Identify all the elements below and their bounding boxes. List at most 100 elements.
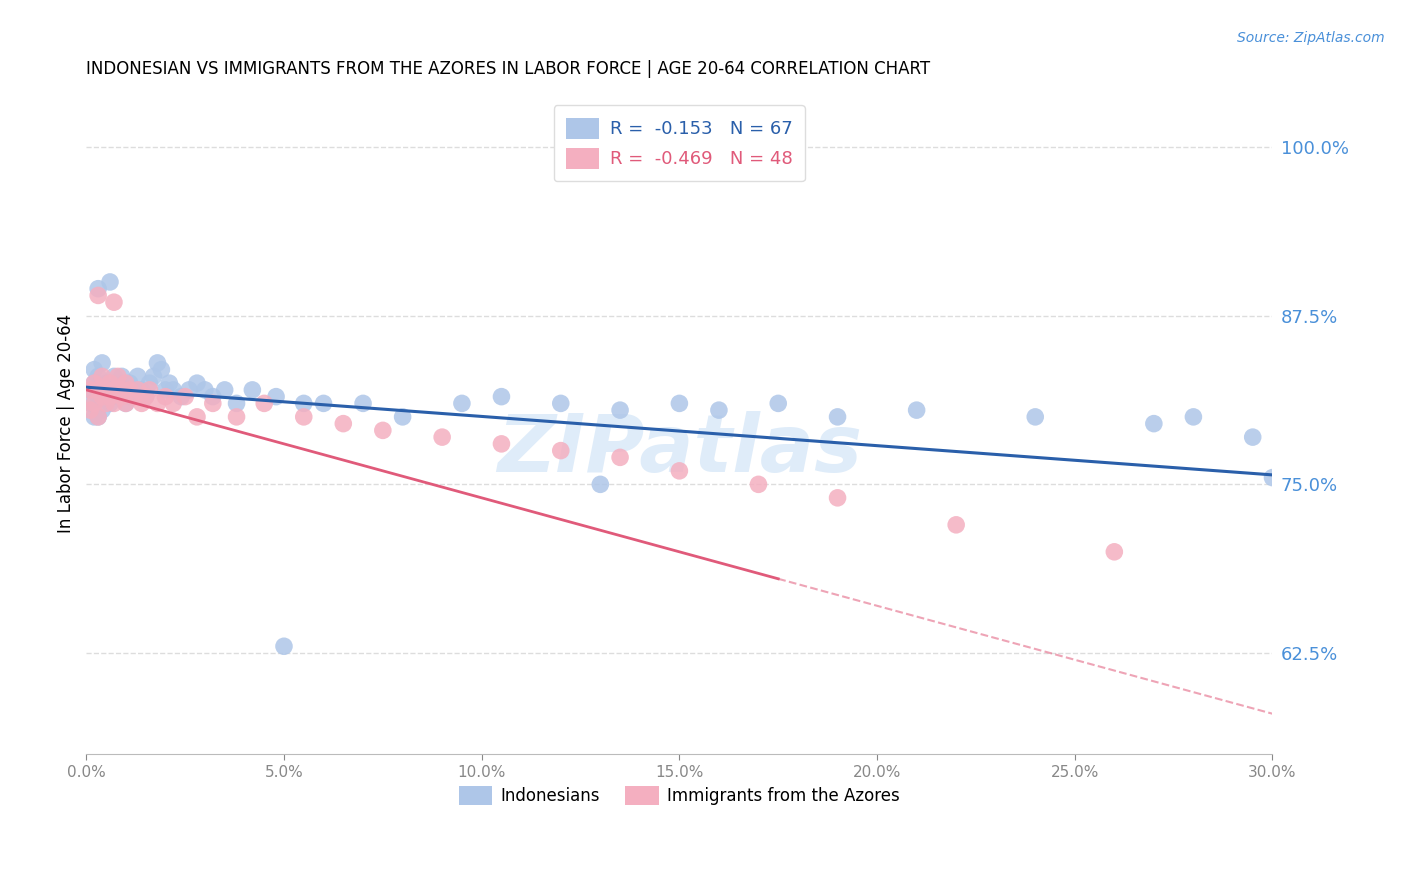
Point <box>174 390 197 404</box>
Point <box>609 450 631 465</box>
Point <box>201 390 224 404</box>
Point <box>142 369 165 384</box>
Point <box>114 376 136 391</box>
Point <box>430 430 453 444</box>
Point <box>83 396 105 410</box>
Point <box>103 295 125 310</box>
Point <box>225 396 247 410</box>
Point <box>87 288 110 302</box>
Point <box>253 396 276 410</box>
Point <box>107 369 129 384</box>
Point <box>201 396 224 410</box>
Point <box>157 376 180 391</box>
Point <box>118 390 141 404</box>
Point <box>103 383 125 397</box>
Point <box>1143 417 1166 431</box>
Point <box>111 390 134 404</box>
Point <box>1182 409 1205 424</box>
Point <box>87 390 110 404</box>
Point <box>371 423 394 437</box>
Point <box>768 396 790 410</box>
Point <box>1104 545 1126 559</box>
Point <box>118 376 141 391</box>
Point <box>103 369 125 384</box>
Point <box>332 417 354 431</box>
Point <box>905 403 928 417</box>
Point <box>1241 430 1264 444</box>
Point <box>111 369 134 384</box>
Point <box>273 640 295 654</box>
Point <box>94 390 117 404</box>
Point <box>162 383 184 397</box>
Point <box>111 383 134 397</box>
Point <box>131 383 153 397</box>
Point <box>98 275 121 289</box>
Point <box>98 390 121 404</box>
Point <box>451 396 474 410</box>
Point <box>312 396 335 410</box>
Legend: Indonesians, Immigrants from the Azores: Indonesians, Immigrants from the Azores <box>453 780 907 812</box>
Point <box>103 396 125 410</box>
Point <box>135 390 157 404</box>
Point <box>122 383 145 397</box>
Text: Source: ZipAtlas.com: Source: ZipAtlas.com <box>1237 31 1385 45</box>
Point <box>79 396 101 410</box>
Point <box>491 437 513 451</box>
Point <box>707 403 730 417</box>
Point <box>79 383 101 397</box>
Point <box>83 376 105 391</box>
Point <box>391 409 413 424</box>
Point <box>292 396 315 410</box>
Text: INDONESIAN VS IMMIGRANTS FROM THE AZORES IN LABOR FORCE | AGE 20-64 CORRELATION : INDONESIAN VS IMMIGRANTS FROM THE AZORES… <box>86 60 931 78</box>
Point <box>107 376 129 391</box>
Point <box>194 383 217 397</box>
Point <box>491 390 513 404</box>
Point <box>79 383 101 397</box>
Point <box>240 383 263 397</box>
Text: ZIPatlas: ZIPatlas <box>496 411 862 489</box>
Point <box>91 369 114 384</box>
Point <box>747 477 769 491</box>
Point <box>87 383 110 397</box>
Point <box>94 396 117 410</box>
Point <box>292 409 315 424</box>
Point <box>114 396 136 410</box>
Point <box>87 369 110 384</box>
Point <box>214 383 236 397</box>
Point <box>264 390 287 404</box>
Point <box>127 369 149 384</box>
Point <box>550 396 572 410</box>
Point <box>146 396 169 410</box>
Point <box>155 390 177 404</box>
Point <box>103 383 125 397</box>
Point <box>83 376 105 391</box>
Point <box>87 409 110 424</box>
Point <box>138 376 160 391</box>
Point <box>114 383 136 397</box>
Point <box>135 390 157 404</box>
Point <box>550 443 572 458</box>
Point <box>79 403 101 417</box>
Point <box>186 376 208 391</box>
Point <box>1024 409 1046 424</box>
Point <box>352 396 374 410</box>
Point <box>127 383 149 397</box>
Point <box>94 376 117 391</box>
Point <box>138 383 160 397</box>
Point <box>122 390 145 404</box>
Point <box>186 409 208 424</box>
Point <box>91 390 114 404</box>
Point <box>668 464 690 478</box>
Point <box>83 409 105 424</box>
Point <box>827 491 849 505</box>
Point <box>107 383 129 397</box>
Point <box>83 362 105 376</box>
Point <box>162 396 184 410</box>
Point <box>827 409 849 424</box>
Point <box>107 390 129 404</box>
Point <box>94 383 117 397</box>
Point <box>155 383 177 397</box>
Y-axis label: In Labor Force | Age 20-64: In Labor Force | Age 20-64 <box>58 314 75 533</box>
Point <box>91 356 114 370</box>
Point <box>114 396 136 410</box>
